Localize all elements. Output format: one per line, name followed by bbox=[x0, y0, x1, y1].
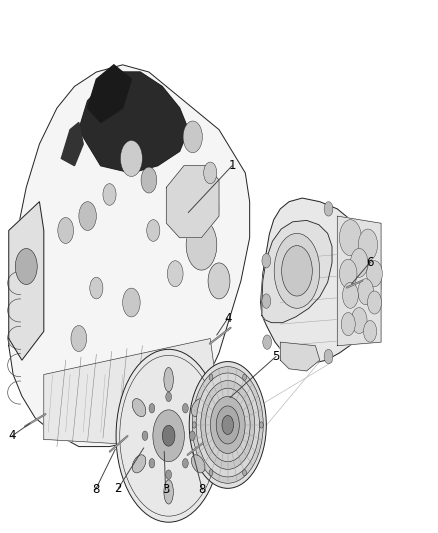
Circle shape bbox=[166, 470, 172, 479]
Circle shape bbox=[90, 277, 103, 299]
Text: 5: 5 bbox=[272, 350, 279, 363]
Polygon shape bbox=[261, 198, 381, 364]
Circle shape bbox=[192, 367, 263, 483]
Circle shape bbox=[149, 458, 155, 468]
Circle shape bbox=[204, 162, 217, 184]
Circle shape bbox=[166, 392, 172, 402]
Ellipse shape bbox=[191, 399, 205, 417]
Circle shape bbox=[189, 361, 266, 488]
Circle shape bbox=[341, 312, 355, 336]
Circle shape bbox=[210, 397, 245, 454]
Ellipse shape bbox=[191, 455, 205, 473]
Circle shape bbox=[189, 431, 195, 440]
Ellipse shape bbox=[132, 455, 146, 473]
Polygon shape bbox=[9, 201, 44, 360]
Circle shape bbox=[208, 263, 230, 299]
Circle shape bbox=[186, 220, 217, 270]
Circle shape bbox=[15, 248, 37, 285]
Circle shape bbox=[79, 201, 96, 230]
Polygon shape bbox=[79, 72, 188, 173]
Circle shape bbox=[262, 254, 271, 268]
Circle shape bbox=[120, 141, 142, 176]
Circle shape bbox=[216, 406, 239, 444]
Text: 8: 8 bbox=[92, 483, 99, 496]
Circle shape bbox=[103, 184, 116, 205]
Circle shape bbox=[243, 470, 247, 476]
Circle shape bbox=[351, 308, 367, 334]
Circle shape bbox=[201, 195, 219, 223]
Circle shape bbox=[339, 220, 361, 256]
Circle shape bbox=[350, 248, 368, 277]
Circle shape bbox=[209, 374, 213, 381]
Circle shape bbox=[209, 470, 213, 476]
Ellipse shape bbox=[164, 480, 173, 504]
Polygon shape bbox=[61, 123, 83, 166]
Circle shape bbox=[196, 373, 259, 477]
Circle shape bbox=[149, 403, 155, 413]
Circle shape bbox=[58, 217, 74, 244]
Circle shape bbox=[274, 233, 320, 308]
Circle shape bbox=[153, 410, 184, 462]
Circle shape bbox=[141, 167, 157, 193]
Polygon shape bbox=[262, 221, 332, 322]
Circle shape bbox=[367, 291, 381, 314]
Circle shape bbox=[259, 422, 263, 428]
Circle shape bbox=[71, 326, 87, 351]
Text: 2: 2 bbox=[114, 482, 122, 495]
Polygon shape bbox=[280, 342, 320, 371]
Text: 3: 3 bbox=[162, 483, 169, 496]
Circle shape bbox=[324, 201, 333, 216]
Circle shape bbox=[183, 403, 188, 413]
Circle shape bbox=[367, 261, 382, 287]
Circle shape bbox=[167, 261, 183, 287]
Circle shape bbox=[123, 288, 140, 317]
Circle shape bbox=[183, 121, 202, 152]
Ellipse shape bbox=[132, 399, 146, 417]
Polygon shape bbox=[337, 216, 381, 346]
Circle shape bbox=[324, 349, 333, 364]
Circle shape bbox=[205, 388, 250, 462]
Circle shape bbox=[243, 374, 247, 381]
Circle shape bbox=[192, 422, 196, 428]
Circle shape bbox=[142, 431, 148, 440]
Ellipse shape bbox=[164, 367, 173, 392]
Circle shape bbox=[116, 349, 221, 522]
Text: 4: 4 bbox=[8, 429, 16, 442]
Circle shape bbox=[147, 220, 160, 241]
Text: 1: 1 bbox=[228, 159, 236, 172]
Circle shape bbox=[343, 282, 358, 308]
Circle shape bbox=[183, 458, 188, 468]
Circle shape bbox=[364, 320, 377, 342]
Polygon shape bbox=[44, 338, 219, 447]
Circle shape bbox=[282, 246, 312, 296]
Text: 8: 8 bbox=[199, 483, 206, 496]
Polygon shape bbox=[166, 166, 219, 238]
Circle shape bbox=[201, 381, 255, 470]
Circle shape bbox=[222, 415, 233, 434]
Text: 4: 4 bbox=[224, 312, 232, 325]
Circle shape bbox=[262, 294, 271, 308]
Polygon shape bbox=[9, 65, 250, 447]
Circle shape bbox=[162, 425, 175, 446]
Circle shape bbox=[263, 335, 272, 349]
Circle shape bbox=[339, 259, 357, 288]
Text: 6: 6 bbox=[366, 256, 374, 269]
Circle shape bbox=[358, 229, 378, 261]
Polygon shape bbox=[88, 65, 131, 123]
Circle shape bbox=[358, 279, 374, 305]
